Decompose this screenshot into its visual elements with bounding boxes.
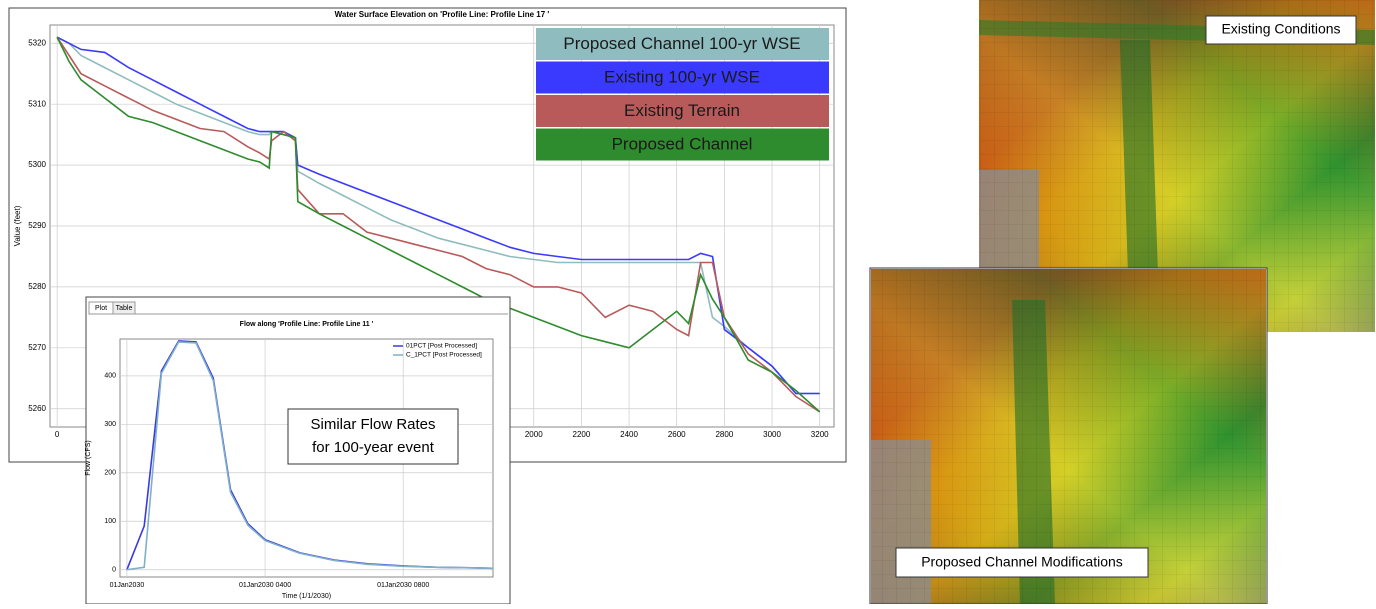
page: Existing Conditions Proposed Channel Mod…	[0, 0, 1376, 604]
x-tick-label: 2800	[715, 430, 733, 439]
y-tick-label: 5260	[28, 404, 46, 413]
x-tick-label: 01Jan2030	[110, 582, 145, 589]
tab[interactable]: Plot	[95, 305, 107, 312]
legend-label: Existing 100-yr WSE	[604, 67, 760, 86]
y-tick-label: 0	[112, 567, 116, 574]
x-tick-label: 2000	[525, 430, 543, 439]
y-tick-label: 200	[104, 470, 116, 477]
legend-label: Proposed Channel 100-yr WSE	[563, 34, 800, 53]
x-tick-label: 0	[55, 430, 60, 439]
tab[interactable]: Table	[116, 305, 133, 312]
legend-label: Existing Terrain	[624, 101, 740, 120]
y-tick-label: 5280	[28, 282, 46, 291]
y-tick-label: 5290	[28, 221, 46, 230]
chart-title: Water Surface Elevation on 'Profile Line…	[335, 10, 550, 19]
map-label: Existing Conditions	[1221, 21, 1340, 37]
screen: Existing Conditions Proposed Channel Mod…	[0, 0, 1376, 604]
legend-label: C_1PCT [Post Processed]	[406, 352, 482, 359]
legend-label: 01PCT [Post Processed]	[406, 343, 477, 350]
x-axis-label: Time (1/1/2030)	[282, 593, 331, 600]
y-tick-label: 400	[104, 373, 116, 380]
y-axis-label: Value (feet)	[13, 205, 22, 246]
y-axis-label: Flow (CFS)	[85, 440, 92, 475]
x-tick-label: 2600	[668, 430, 686, 439]
x-tick-label: 3200	[811, 430, 829, 439]
y-tick-label: 5320	[28, 38, 46, 47]
y-tick-label: 5310	[28, 99, 46, 108]
y-tick-label: 5300	[28, 160, 46, 169]
chart-title: Flow along 'Profile Line: Profile Line 1…	[240, 321, 374, 328]
map-label: Proposed Channel Modifications	[921, 554, 1123, 570]
y-tick-label: 100	[104, 518, 116, 525]
x-tick-label: 3000	[763, 430, 781, 439]
callout-text: Similar Flow Rates	[310, 416, 435, 433]
x-tick-label: 01Jan2030 0800	[377, 582, 429, 589]
y-tick-label: 300	[104, 421, 116, 428]
map-proposed: Proposed Channel Modifications	[870, 268, 1267, 604]
x-tick-label: 2400	[620, 430, 638, 439]
y-tick-label: 5270	[28, 343, 46, 352]
callout-text: for 100-year event	[312, 439, 435, 456]
x-tick-label: 2200	[573, 430, 591, 439]
x-tick-label: 01Jan2030 0400	[239, 582, 291, 589]
legend-label: Proposed Channel	[612, 134, 753, 153]
